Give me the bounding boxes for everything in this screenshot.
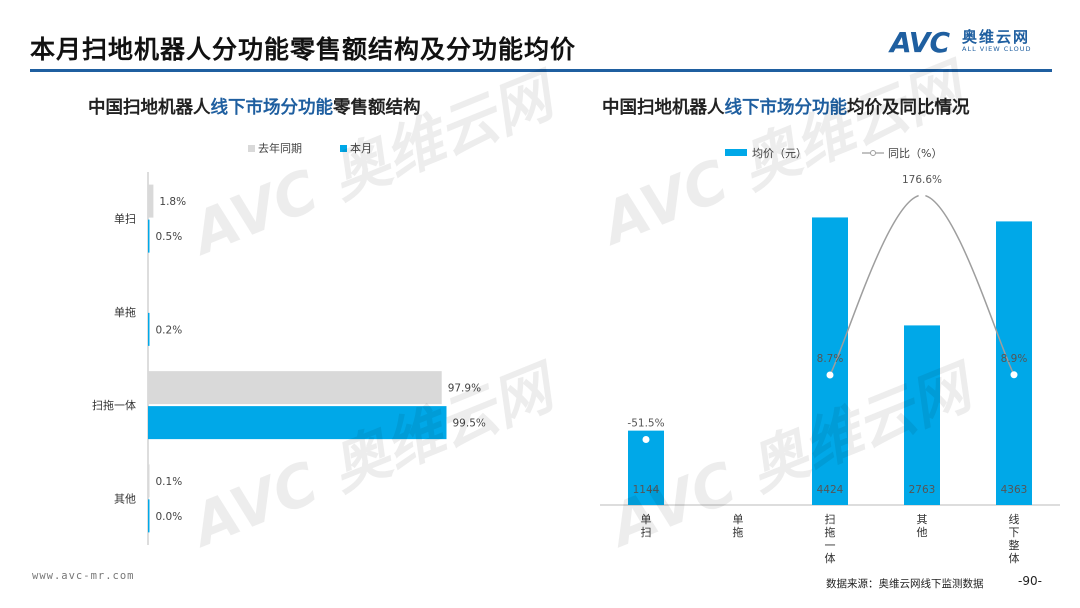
legend-label: 本月: [350, 141, 372, 155]
category-label: 其: [917, 513, 928, 526]
page-title: 本月扫地机器人分功能零售额结构及分功能均价: [30, 35, 577, 64]
data-label: 99.5%: [453, 418, 486, 430]
category-label: 单扫: [114, 213, 136, 226]
left-title-highlight: 线下市场分功能: [210, 98, 334, 118]
right-title-highlight: 线下市场分功能: [724, 98, 848, 118]
category-label: 体: [825, 551, 836, 565]
bar-value-label: 4424: [817, 484, 844, 496]
right-title-post: 均价及同比情况: [847, 98, 970, 118]
category-label: 单拖: [114, 305, 136, 319]
bar-value-label: 2763: [909, 484, 936, 496]
page-number: -90-: [1018, 574, 1042, 588]
legend-label: 去年同期: [258, 141, 302, 155]
category-label: 一: [825, 539, 836, 552]
bar: [812, 217, 848, 505]
right-combo-chart: 均价（元） 同比（%）单扫1144单拖扫拖一体4424其他2763线下整体4363…: [600, 147, 1060, 565]
legend-label: 同比（%）: [888, 147, 942, 160]
category-label: 扫拖一体: [92, 398, 136, 412]
category-label: 扫: [641, 526, 652, 539]
line-value-label: 176.6%: [902, 174, 942, 186]
left-chart-title: 中国扫地机器人线下市场分功能零售额结构: [88, 94, 421, 119]
legend-swatch: [725, 149, 747, 156]
line-point: [918, 191, 926, 199]
avc-logo: AVC 奥维云网 ALL VIEW CLOUD: [890, 26, 1060, 59]
legend-swatch: [248, 145, 255, 152]
line-point: [826, 371, 834, 379]
category-label: 整: [1009, 538, 1020, 552]
logo-avc-text: AVC: [890, 26, 950, 59]
category-label: 单: [733, 513, 744, 526]
left-title-post: 零售额结构: [333, 98, 421, 118]
line-point: [1010, 371, 1018, 379]
left-title-pre: 中国扫地机器人: [88, 98, 211, 118]
legend-swatch: [340, 145, 347, 152]
data-label: 0.5%: [156, 231, 183, 243]
bar: [628, 430, 664, 505]
bar: [904, 325, 940, 505]
bar: [148, 499, 150, 533]
data-label: 97.9%: [448, 383, 481, 395]
legend-marker: [870, 150, 876, 156]
footer-url: www.avc-mr.com: [32, 570, 135, 582]
logo-cn-text: 奥维云网: [962, 28, 1031, 46]
line-value-label: 8.7%: [817, 353, 844, 365]
bar-value-label: 1144: [633, 484, 660, 496]
category-label: 单: [641, 513, 652, 526]
bar: [148, 464, 150, 498]
bar: [148, 184, 154, 218]
category-label: 线: [1009, 512, 1020, 526]
bar: [148, 406, 447, 440]
right-title-pre: 中国扫地机器人: [602, 98, 725, 118]
category-label: 拖: [825, 525, 836, 539]
bar: [996, 221, 1032, 505]
bar: [148, 371, 442, 405]
category-label: 扫: [825, 513, 836, 526]
legend-label: 均价（元）: [752, 147, 807, 160]
category-label: 体: [1009, 551, 1020, 565]
data-label: 0.1%: [156, 476, 183, 488]
line-value-label: -51.5%: [627, 417, 664, 429]
category-label: 拖: [733, 525, 744, 539]
line-value-label: 8.9%: [1001, 353, 1028, 365]
line-point: [642, 435, 650, 443]
bar-value-label: 4363: [1001, 484, 1028, 496]
title-rule: [30, 69, 1052, 72]
logo-en-text: ALL VIEW CLOUD: [962, 45, 1032, 53]
data-label: 0.0%: [156, 511, 183, 523]
right-chart-title: 中国扫地机器人线下市场分功能均价及同比情况: [602, 94, 970, 119]
category-label: 下: [1009, 526, 1020, 539]
footer-source: 数据来源：奥维云网线下监测数据: [826, 578, 984, 590]
bar: [148, 312, 150, 346]
data-label: 1.8%: [159, 196, 186, 208]
category-label: 其他: [114, 492, 136, 505]
category-label: 他: [917, 526, 928, 539]
data-label: 0.2%: [156, 324, 183, 336]
bar: [148, 219, 150, 253]
